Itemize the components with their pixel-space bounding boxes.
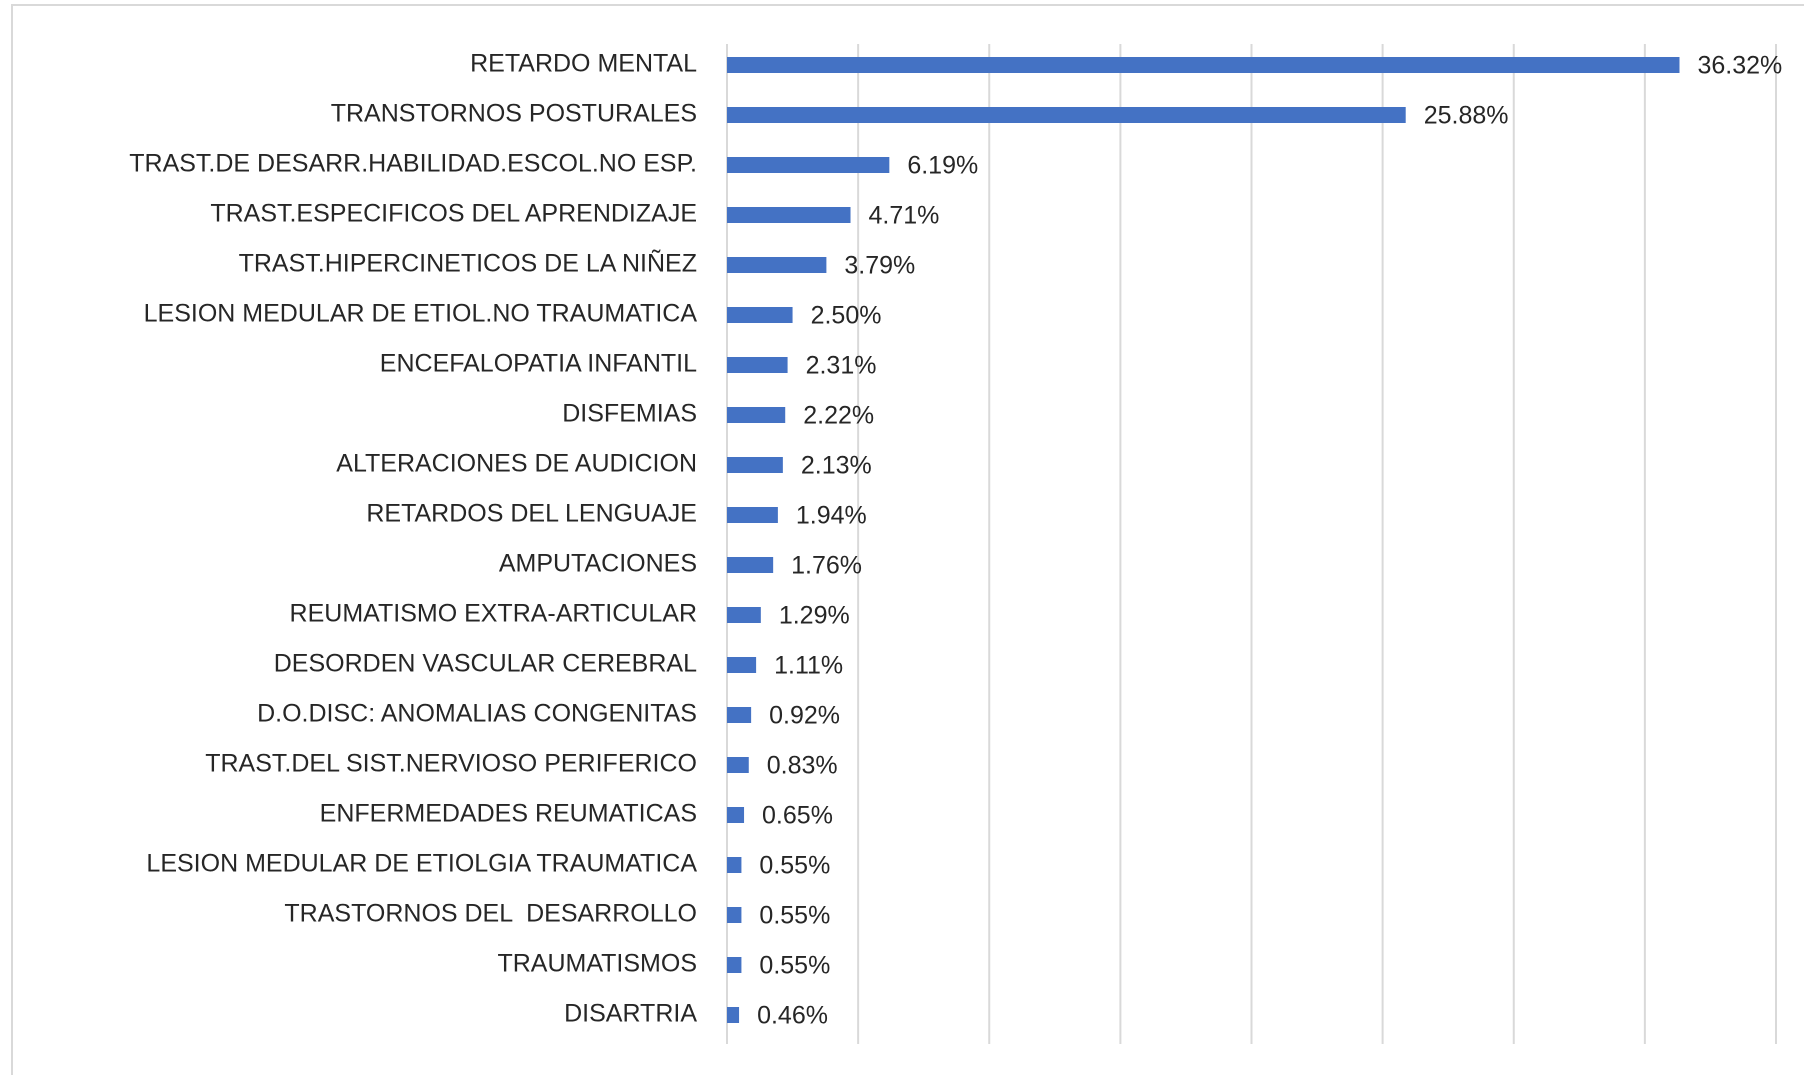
y-tick-label: DISFEMIAS: [562, 400, 697, 428]
bar: [727, 857, 742, 873]
bar: [727, 1007, 740, 1023]
y-tick-label: TRANSTORNOS POSTURALES: [331, 100, 697, 128]
y-tick-label: TRAUMATISMOS: [497, 950, 697, 978]
y-tick-label: REUMATISMO EXTRA-ARTICULAR: [290, 600, 697, 628]
data-label: 6.19%: [907, 152, 978, 180]
bar: [727, 57, 1680, 73]
y-tick-label: TRAST.DEL SIST.NERVIOSO PERIFERICO: [205, 750, 697, 778]
bar: [727, 407, 786, 423]
data-label: 1.11%: [774, 652, 843, 680]
y-tick-label: TRAST.HIPERCINETICOS DE LA NIÑEZ: [239, 249, 697, 278]
y-tick-label: RETARDO MENTAL: [470, 50, 697, 78]
y-tick-label: AMPUTACIONES: [499, 550, 697, 578]
bar: [727, 207, 851, 223]
data-label: 1.94%: [796, 502, 867, 530]
y-tick-label: TRASTORNOS DEL DESARROLLO: [284, 900, 697, 928]
data-label: 2.13%: [801, 452, 872, 480]
y-tick-label: DESORDEN VASCULAR CEREBRAL: [274, 650, 697, 678]
y-tick-label: LESION MEDULAR DE ETIOL.NO TRAUMATICA: [144, 300, 698, 328]
bar: [727, 657, 757, 673]
data-label: 0.46%: [757, 1002, 828, 1030]
data-label: 0.55%: [759, 902, 830, 930]
y-tick-label: D.O.DISC: ANOMALIAS CONGENITAS: [257, 700, 697, 728]
y-tick-label: TRAST.DE DESARR.HABILIDAD.ESCOL.NO ESP.: [129, 150, 697, 178]
chart-frame: [11, 4, 1804, 1075]
data-label: 0.92%: [769, 702, 840, 730]
data-label: 25.88%: [1424, 102, 1509, 130]
data-label: 2.50%: [811, 302, 882, 330]
data-label: 4.71%: [869, 202, 940, 230]
data-label: 0.55%: [759, 852, 830, 880]
bar: [727, 957, 742, 973]
bar: [727, 707, 752, 723]
y-tick-label: ALTERACIONES DE AUDICION: [336, 450, 697, 478]
y-tick-label: TRAST.ESPECIFICOS DEL APRENDIZAJE: [210, 200, 697, 228]
y-tick-label: LESION MEDULAR DE ETIOLGIA TRAUMATICA: [146, 850, 697, 878]
bar: [727, 357, 788, 373]
data-label: 2.31%: [806, 352, 877, 380]
bar: [727, 157, 890, 173]
bar: [727, 307, 793, 323]
data-label: 1.29%: [779, 602, 850, 630]
bar: [727, 757, 749, 773]
data-label: 0.65%: [762, 802, 833, 830]
bar: [727, 107, 1406, 123]
data-label: 3.79%: [844, 252, 915, 280]
y-tick-label: RETARDOS DEL LENGUAJE: [366, 500, 697, 528]
data-label: 0.55%: [759, 952, 830, 980]
data-label: 2.22%: [803, 402, 874, 430]
data-label: 1.76%: [791, 552, 862, 580]
bar: [727, 807, 745, 823]
data-label: 36.32%: [1697, 52, 1782, 80]
data-label: 0.83%: [767, 752, 838, 780]
y-tick-label: DISARTRIA: [564, 1000, 697, 1028]
y-tick-label: ENFERMEDADES REUMATICAS: [320, 800, 697, 828]
bar: [727, 257, 827, 273]
bar: [727, 457, 783, 473]
bar: [727, 907, 742, 923]
bar: [727, 557, 774, 573]
bar: [727, 607, 761, 623]
y-tick-label: ENCEFALOPATIA INFANTIL: [380, 350, 697, 378]
bar: [727, 507, 778, 523]
